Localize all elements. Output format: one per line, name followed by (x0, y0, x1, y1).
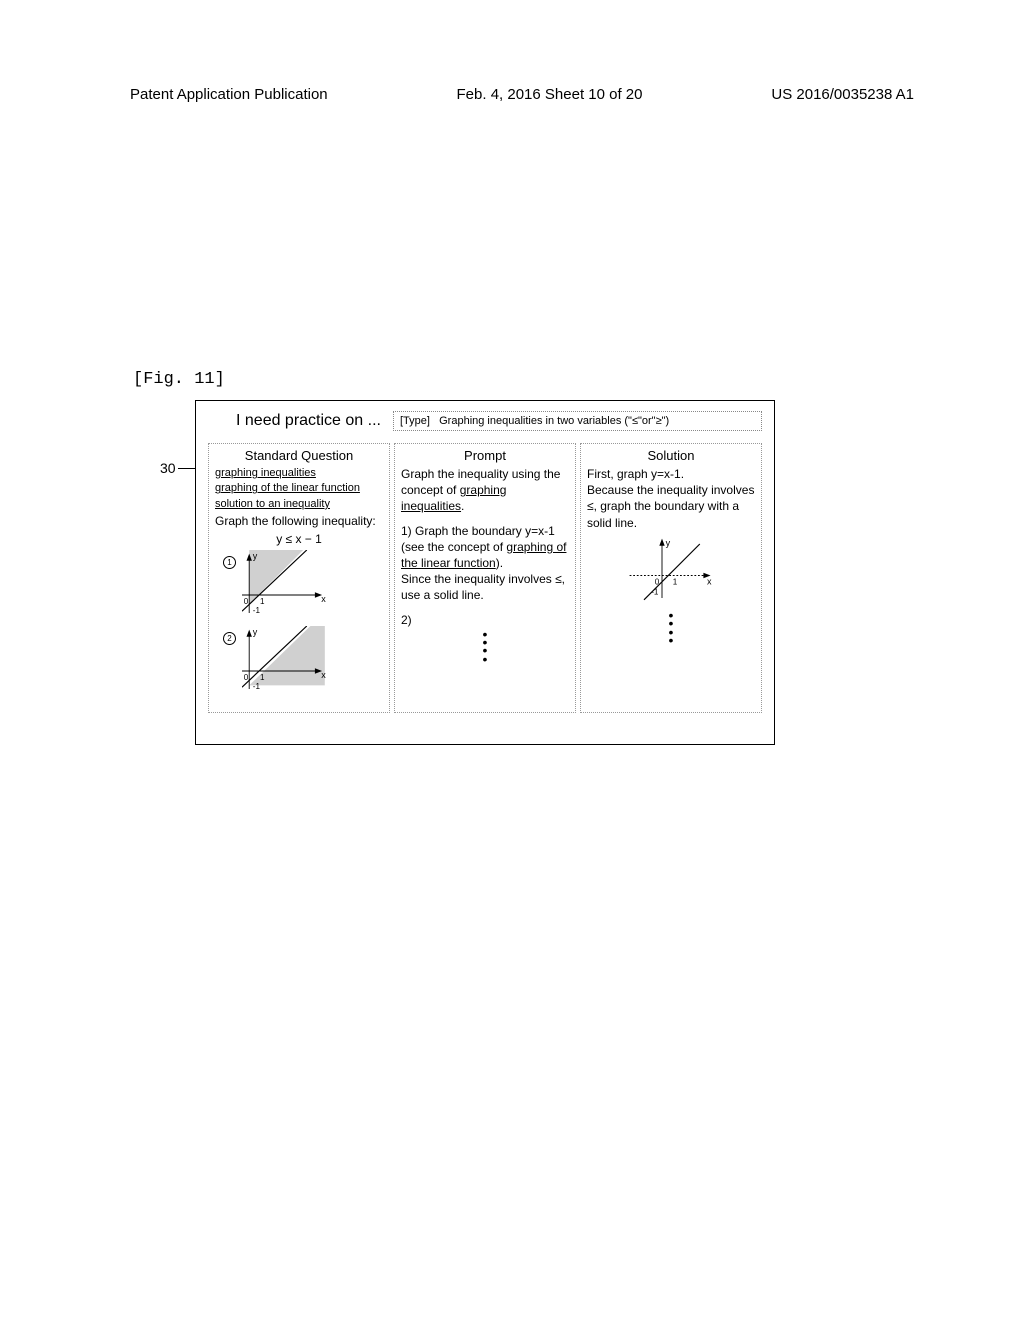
svg-text:y: y (253, 627, 258, 637)
type-label: [Type] (400, 415, 430, 427)
svg-text:-1: -1 (253, 682, 261, 691)
type-selector[interactable]: [Type] Graphing inequalities in two vari… (393, 411, 762, 431)
prompt-step1-b: ). (496, 556, 503, 570)
reference-number: 30 (160, 460, 176, 476)
svg-text:1: 1 (673, 577, 678, 586)
ellipsis-dots-icon: •••• (401, 630, 569, 664)
choice-1-graph: y x 0 1 -1 (242, 550, 332, 622)
panel-standard-question: Standard Question graphing inequalities … (208, 443, 390, 713)
svg-text:y: y (666, 538, 671, 548)
prompt-text-1b: . (461, 499, 464, 513)
svg-text:-1: -1 (651, 587, 659, 596)
svg-text:0: 0 (244, 673, 249, 682)
question-formula: y ≤ x − 1 (215, 532, 383, 546)
panel-title-prompt: Prompt (401, 448, 569, 463)
ellipsis-dots-icon: •••• (587, 611, 755, 645)
type-value: Graphing inequalities in two variables (… (439, 415, 669, 427)
practice-selector-bar: I need practice on ... [Type] Graphing i… (196, 401, 774, 443)
choice-number-1: 1 (223, 556, 236, 569)
practice-intro: I need practice on ... (236, 412, 381, 430)
header-center: Feb. 4, 2016 Sheet 10 of 20 (457, 86, 643, 103)
prompt-step-1: 1) Graph the boundary y=x-1 (see the con… (401, 523, 569, 572)
solution-graph: y x 0 1 -1 (626, 535, 716, 607)
svg-text:1: 1 (260, 597, 265, 606)
svg-text:1: 1 (260, 673, 265, 682)
figure-label: [Fig. 11] (133, 370, 225, 389)
svg-text:x: x (321, 670, 326, 680)
question-text: Graph the following inequality: (215, 514, 383, 528)
panel-solution: Solution First, graph y=x-1. Because the… (580, 443, 762, 713)
topic-link-linear-function[interactable]: graphing of the linear function (215, 481, 383, 496)
panel-prompt: Prompt Graph the inequality using the co… (394, 443, 576, 713)
solution-line-2: Because the inequality involves ≤, graph… (587, 482, 755, 531)
figure-container: I need practice on ... [Type] Graphing i… (195, 400, 775, 745)
svg-text:-1: -1 (253, 606, 261, 615)
answer-choice-2[interactable]: 2 y x 0 1 -1 (223, 626, 383, 698)
topic-link-graphing-inequalities[interactable]: graphing inequalities (215, 466, 383, 481)
reference-leader-line (178, 468, 196, 476)
header-right: US 2016/0035238 A1 (771, 86, 914, 103)
svg-text:y: y (253, 551, 258, 561)
publication-header: Patent Application Publication Feb. 4, 2… (0, 86, 1024, 103)
svg-text:0: 0 (244, 597, 249, 606)
panel-title-solution: Solution (587, 448, 755, 463)
svg-text:0: 0 (655, 577, 660, 586)
panels-row: Standard Question graphing inequalities … (196, 443, 774, 723)
solution-line-1: First, graph y=x-1. (587, 466, 755, 482)
svg-text:x: x (321, 594, 326, 604)
header-left: Patent Application Publication (130, 86, 328, 103)
prompt-step-1c: Since the inequality involves ≤, use a s… (401, 571, 569, 603)
answer-choice-1[interactable]: 1 y x 0 1 -1 (223, 550, 383, 622)
topic-link-solution-inequality[interactable]: solution to an inequality (215, 497, 383, 512)
svg-text:x: x (707, 576, 712, 586)
prompt-paragraph-1: Graph the inequality using the concept o… (401, 466, 569, 515)
choice-number-2: 2 (223, 632, 236, 645)
panel-title-standard: Standard Question (215, 448, 383, 463)
choice-2-graph: y x 0 1 -1 (242, 626, 332, 698)
